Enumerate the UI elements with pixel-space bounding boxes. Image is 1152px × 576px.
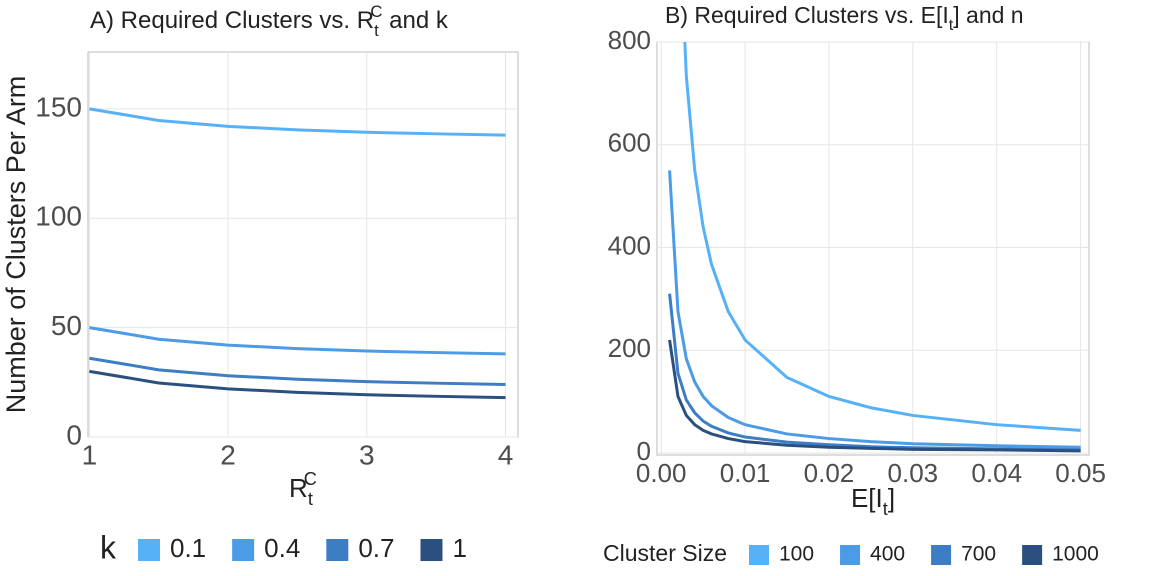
legend-swatch [420,539,443,561]
y-axis-label: Number of Clusters Per Arm [1,76,31,414]
x-axis-label-rest: ] [888,483,895,513]
x-tick-label: 2 [220,439,236,470]
legend-label: 0.1 [170,533,206,563]
x-tick-label: 0.02 [804,458,855,488]
series-line [89,369,506,400]
chart-title-rest: and k [382,7,448,34]
y-tick-label: 0 [66,419,82,450]
chart-title-rest: ] and n [953,2,1023,28]
series-line [89,326,506,356]
y-tick-label: 150 [35,91,82,122]
x-axis-label-main: R [289,473,308,503]
series-line [668,293,1081,452]
x-tick-label: 1 [82,439,98,470]
y-tick-label: 600 [608,128,651,158]
lines [89,107,506,400]
series-line [668,170,1081,449]
chart-title-main: B) Required Clusters vs. E[I [665,2,949,28]
y-tick-label: 400 [608,230,651,260]
chart-title-sub: t [374,21,379,40]
legend-swatch [326,539,349,561]
x-tick-label: 0.00 [636,458,687,488]
legend-label: 1000 [1052,543,1099,566]
x-tick-label: 3 [359,439,375,470]
legend-title: Cluster Size [603,540,727,566]
chart-title: B) Required Clusters vs. E[It] and n [665,2,1024,34]
y-tick-label: 0 [637,436,651,466]
legend-swatch [1022,545,1043,565]
y-tick-label: 200 [608,333,651,363]
legend-label: 700 [961,543,996,566]
legend-label: 100 [779,543,814,566]
legend-title: k [100,529,117,565]
legend-label: 0.7 [358,533,394,563]
legend-label: 1 [452,533,466,563]
y-tick-label: 800 [608,25,651,55]
x-axis-label-main: E[I [851,483,883,513]
series-line [89,356,506,386]
chart-title: A) Required Clusters vs. RtC and k [90,2,449,40]
x-axis-label-sub: t [308,489,313,509]
legend-swatch [840,545,861,565]
series-line [683,42,1081,432]
series-line [668,339,1081,453]
x-axis-label: RtC [289,469,317,509]
x-tick-label: 0.05 [1055,458,1106,488]
legend-label: 400 [870,543,905,566]
chart-title-sup: C [370,2,382,21]
legend-swatch [232,539,255,561]
plot-panel [87,51,519,438]
legend-swatch [931,545,952,565]
x-tick-label: 0.03 [888,458,939,488]
y-tick-label: 50 [51,310,82,341]
legend-swatch [748,545,769,565]
x-axis-label-sub: t [883,499,888,519]
x-tick-label: 0.01 [720,458,771,488]
chart-title-sub: t [949,16,954,34]
x-axis-label-sup: C [304,469,317,489]
plot-panel [656,41,1090,456]
chart-title-main: A) Required Clusters vs. R [90,7,374,34]
x-tick-label: 0.04 [971,458,1022,488]
x-axis-label: E[It] [851,483,895,519]
series-line [89,107,506,137]
legend-label: 0.4 [264,533,300,563]
lines [668,42,1081,453]
legend-swatch [138,539,160,561]
x-tick-label: 4 [498,439,514,470]
y-tick-label: 100 [35,201,82,232]
